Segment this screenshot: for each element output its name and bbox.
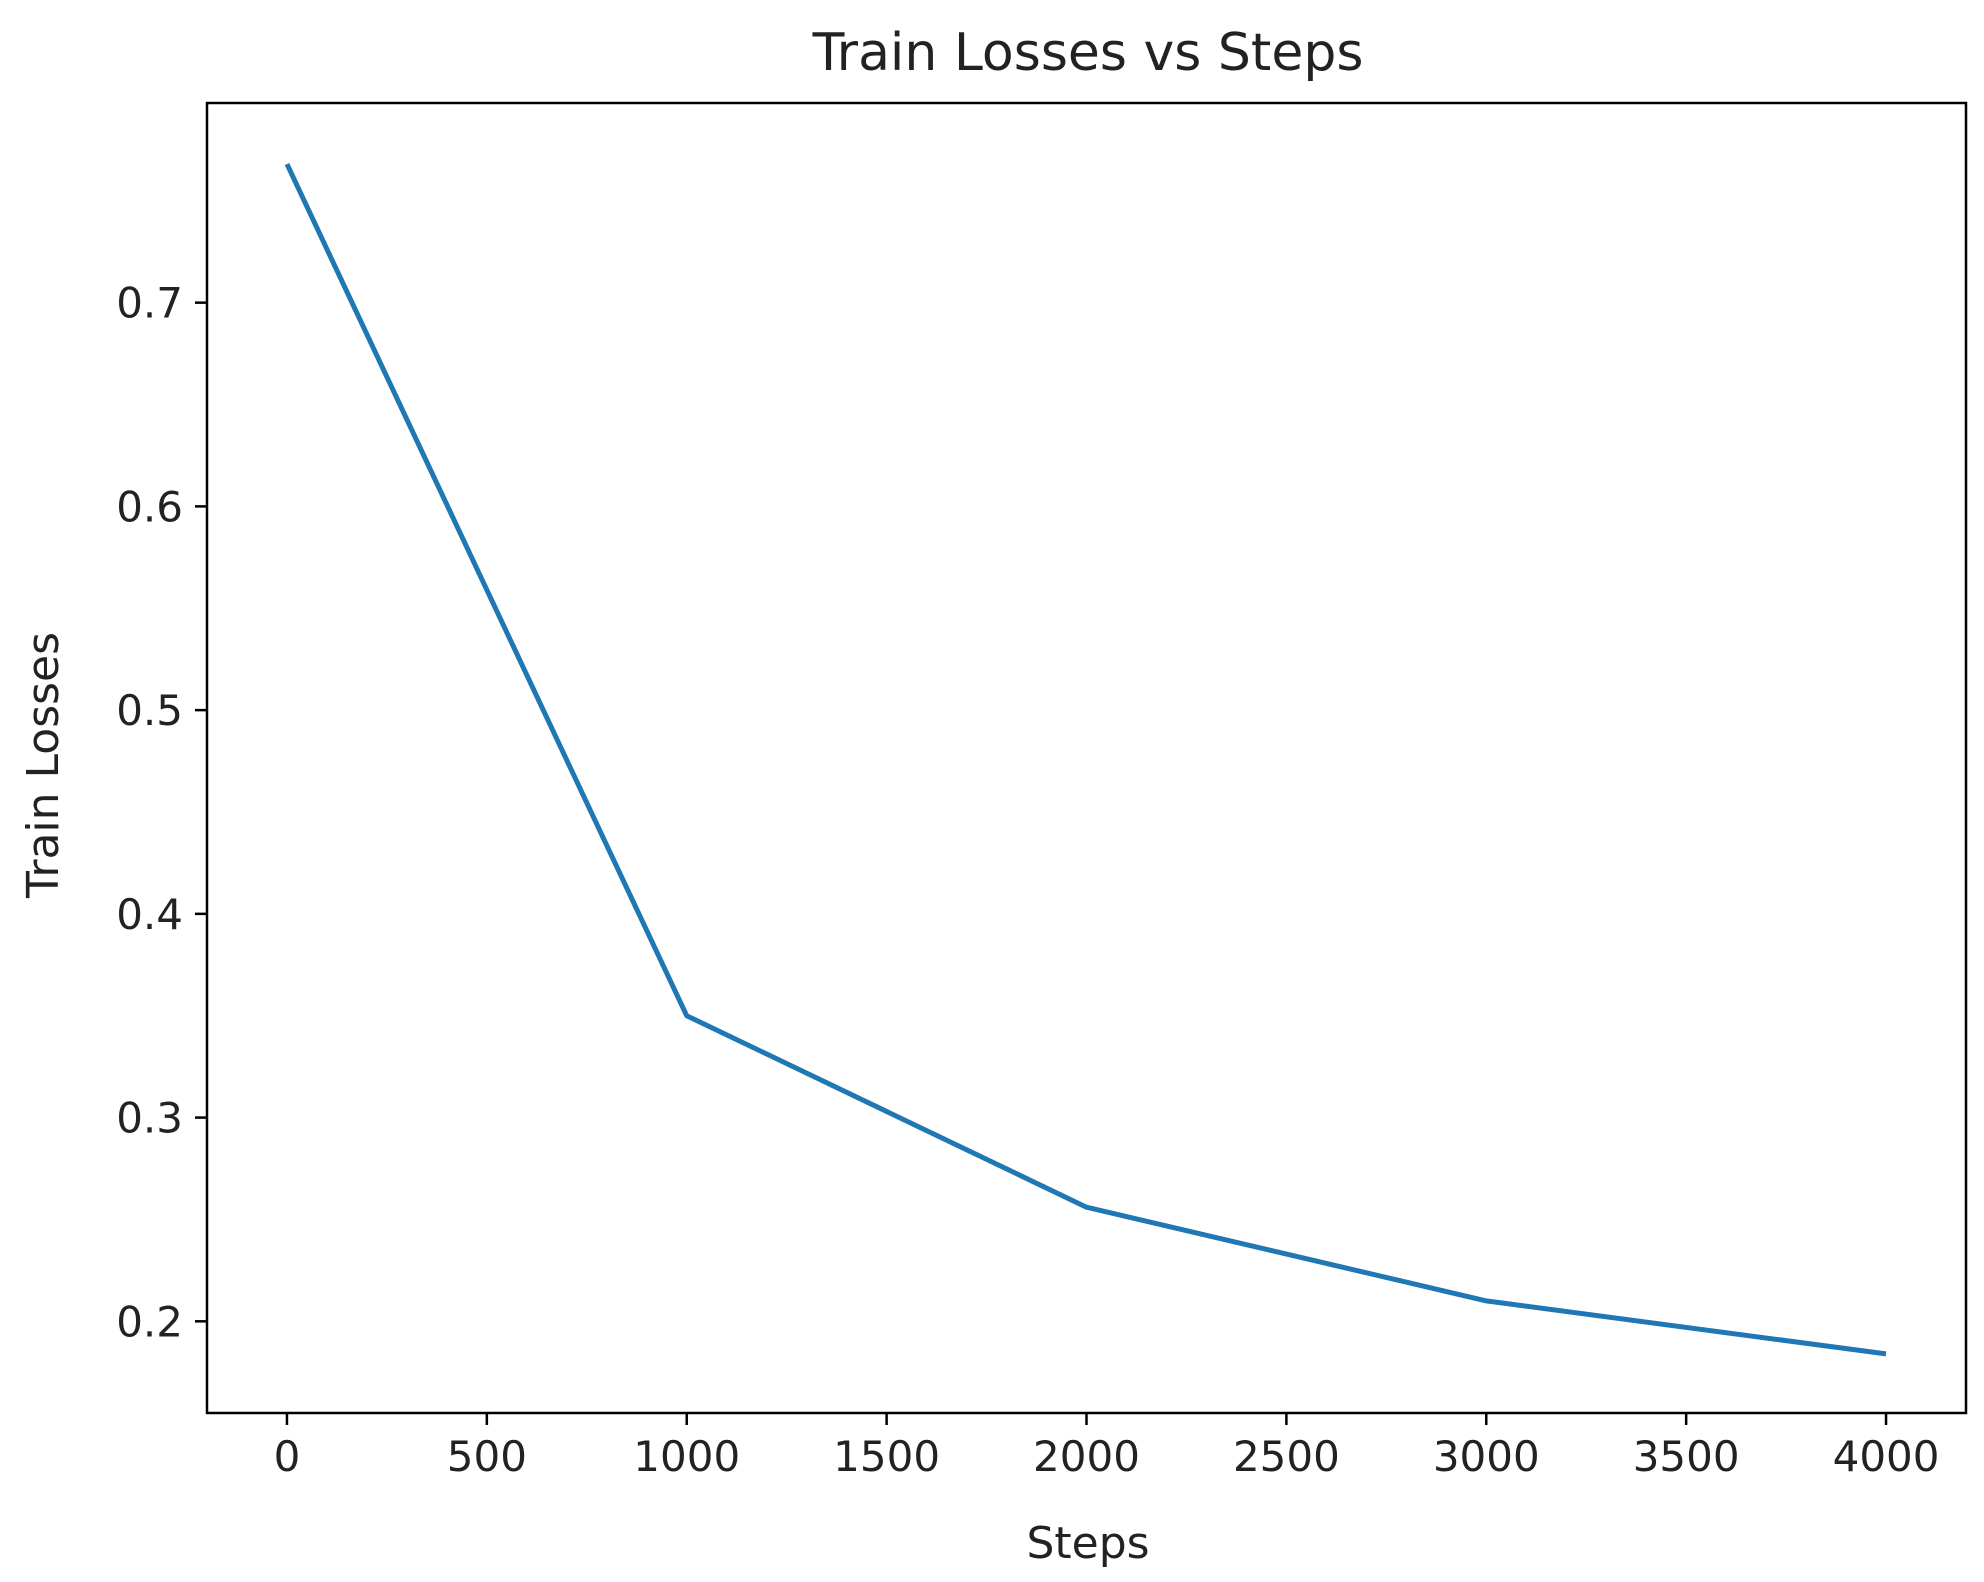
y-tick-label: 0.7 <box>116 279 183 328</box>
x-tick-label: 3500 <box>1633 1432 1740 1481</box>
x-tick-label: 3000 <box>1433 1432 1540 1481</box>
series-line <box>284 163 1887 1357</box>
y-axis-title: Train Losses <box>18 632 69 899</box>
y-tick-label: 0.4 <box>116 890 183 939</box>
x-tick-label: 0 <box>274 1432 301 1481</box>
y-tick-label: 0.2 <box>116 1297 183 1346</box>
chart-title: Train Losses vs Steps <box>812 23 1364 83</box>
y-tick-label: 0.6 <box>116 482 183 531</box>
plot-frame <box>205 101 1968 1415</box>
x-tick-label: 1000 <box>633 1432 740 1481</box>
series-layer <box>284 163 1887 1357</box>
x-tick-label: 2000 <box>1033 1432 1140 1481</box>
x-tick-label: 1500 <box>833 1432 940 1481</box>
x-tick-label: 2500 <box>1233 1432 1340 1481</box>
x-axis-title: Steps <box>1026 1518 1149 1569</box>
y-tick-label: 0.3 <box>116 1094 183 1143</box>
y-tick-label: 0.5 <box>116 686 183 735</box>
y-axis: 0.2 0.3 0.4 0.5 0.6 0.7 <box>116 279 207 1346</box>
x-axis: 0 500 1000 1500 2000 2500 3000 3500 4000 <box>274 1413 1940 1481</box>
x-tick-label: 4000 <box>1833 1432 1940 1481</box>
x-tick-label: 500 <box>447 1432 527 1481</box>
